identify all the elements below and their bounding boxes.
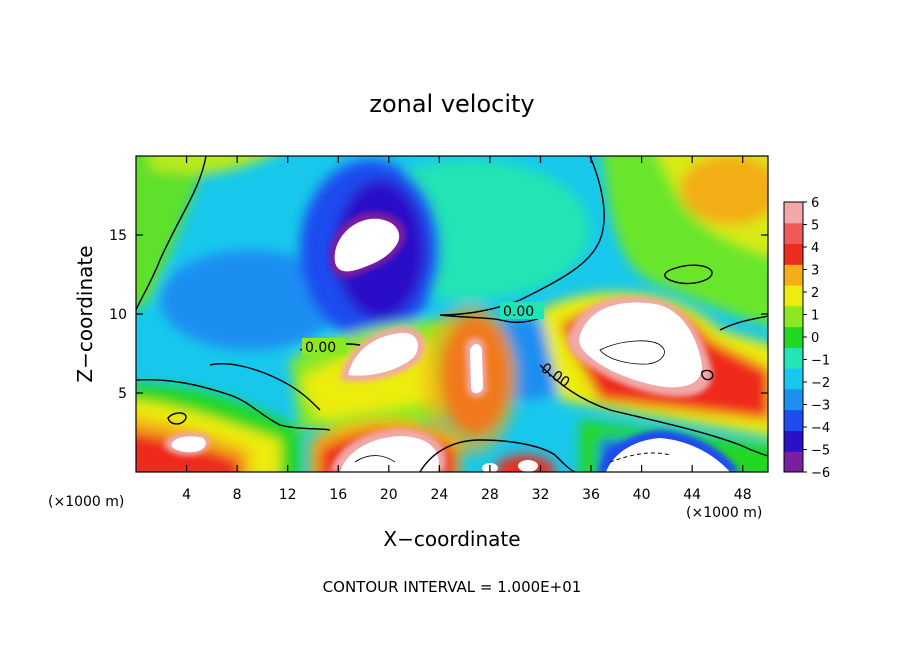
colorbar-swatch [784, 451, 803, 473]
x-tick-label: 16 [329, 487, 347, 503]
velocity-field [136, 156, 768, 472]
y-axis-ticks: 5 10 15 [109, 228, 768, 402]
x-tick-label: 24 [430, 487, 448, 503]
field-orange-corner [680, 156, 768, 225]
x-tick-label: 8 [233, 487, 242, 503]
field-blue-left [160, 250, 340, 350]
field-green-upper-left [136, 156, 206, 310]
white-core-right [579, 302, 703, 388]
colorbar-swatch [784, 243, 803, 265]
colorbar-tick-label: −6 [811, 466, 830, 481]
colorbar-tick-label: 3 [811, 264, 819, 279]
contour-right-inner [599, 340, 665, 365]
colorbar-swatch [784, 409, 803, 431]
white-core-bottom-x31 [518, 460, 538, 472]
contour-small-right [701, 369, 714, 381]
x-tick-label: 20 [380, 487, 398, 503]
white-core-lower-center [340, 436, 439, 472]
x-tick-label: 36 [582, 487, 600, 503]
contour-white-lower [354, 455, 396, 463]
colorbar-tick-label: −5 [811, 444, 830, 459]
colorbar-tick-label: −1 [811, 354, 830, 369]
contour-interval-note: CONTOUR INTERVAL = 1.000E+01 [323, 578, 582, 596]
contour-left [136, 156, 207, 311]
colorbar-tick-label: −2 [811, 376, 830, 391]
colorbar-swatch [784, 388, 803, 411]
x-tick-label: 48 [734, 487, 752, 503]
y-axis-label: Z−coordinate [73, 245, 97, 382]
contour-label-2: 0.00 [305, 340, 336, 356]
colorbar-tick-label: 6 [811, 196, 819, 211]
y-tick-label: 15 [109, 228, 127, 244]
colorbar-swatch [784, 347, 803, 369]
x-tick-label: 32 [532, 487, 550, 503]
chart-title: zonal velocity [369, 90, 534, 118]
x-axis-ticks: 4 8 12 16 20 24 28 32 36 40 44 48 [182, 156, 752, 503]
x-tick-label: 4 [182, 487, 191, 503]
colorbar-swatch [784, 202, 803, 224]
field-yellow-top [150, 156, 269, 175]
colorbar-swatch [784, 222, 803, 245]
colorbar-tick-label: −4 [811, 421, 830, 436]
white-core-upper [334, 218, 400, 272]
x-tick-label: 40 [633, 487, 651, 503]
y-tick-label: 5 [118, 386, 127, 402]
colorbar-tick-label: 1 [811, 309, 819, 324]
contour-left-band [136, 378, 331, 431]
x-tick-label: 12 [279, 487, 297, 503]
colorbar-swatch [784, 305, 803, 328]
contour-dashed [609, 452, 671, 463]
contour-right-ellipse [664, 264, 713, 285]
x-axis-label: X−coordinate [383, 527, 520, 551]
white-core-x27 [470, 344, 483, 394]
y-tick-label: 10 [109, 307, 127, 323]
contour-small-left [167, 412, 187, 425]
x-tick-label: 28 [481, 487, 499, 503]
x-tick-label: 44 [683, 487, 701, 503]
colorbar-swatch [784, 368, 803, 390]
colorbar-tick-label: 2 [811, 286, 819, 301]
colorbar: 6 5 4 3 2 1 0 −1 −2 −3 −4 −5 −6 [783, 196, 830, 481]
colorbar-swatch [784, 264, 803, 286]
colorbar-swatch [784, 430, 803, 452]
contour-label-1: 0.00 [503, 304, 534, 320]
contour-right-top [439, 156, 605, 316]
zero-contours [136, 156, 768, 472]
colorbar-tick-label: 5 [811, 219, 819, 234]
contour-lower-center [419, 439, 576, 472]
white-core-mid [348, 332, 418, 376]
colorbar-tick-label: −3 [811, 399, 830, 414]
x-unit-left: (×1000 m) [48, 494, 124, 510]
colorbar-tick-label: 4 [811, 241, 819, 256]
colorbar-tick-label: 0 [811, 331, 819, 346]
colorbar-swatch [784, 326, 803, 348]
x-unit-right: (×1000 m) [686, 505, 762, 521]
contour-center [439, 314, 541, 324]
white-core-lower-left [171, 436, 206, 453]
contour-right-lower [539, 364, 768, 457]
contour-mid-lower [209, 363, 321, 411]
colorbar-swatch [784, 285, 803, 307]
contour-right-mid [719, 315, 768, 331]
